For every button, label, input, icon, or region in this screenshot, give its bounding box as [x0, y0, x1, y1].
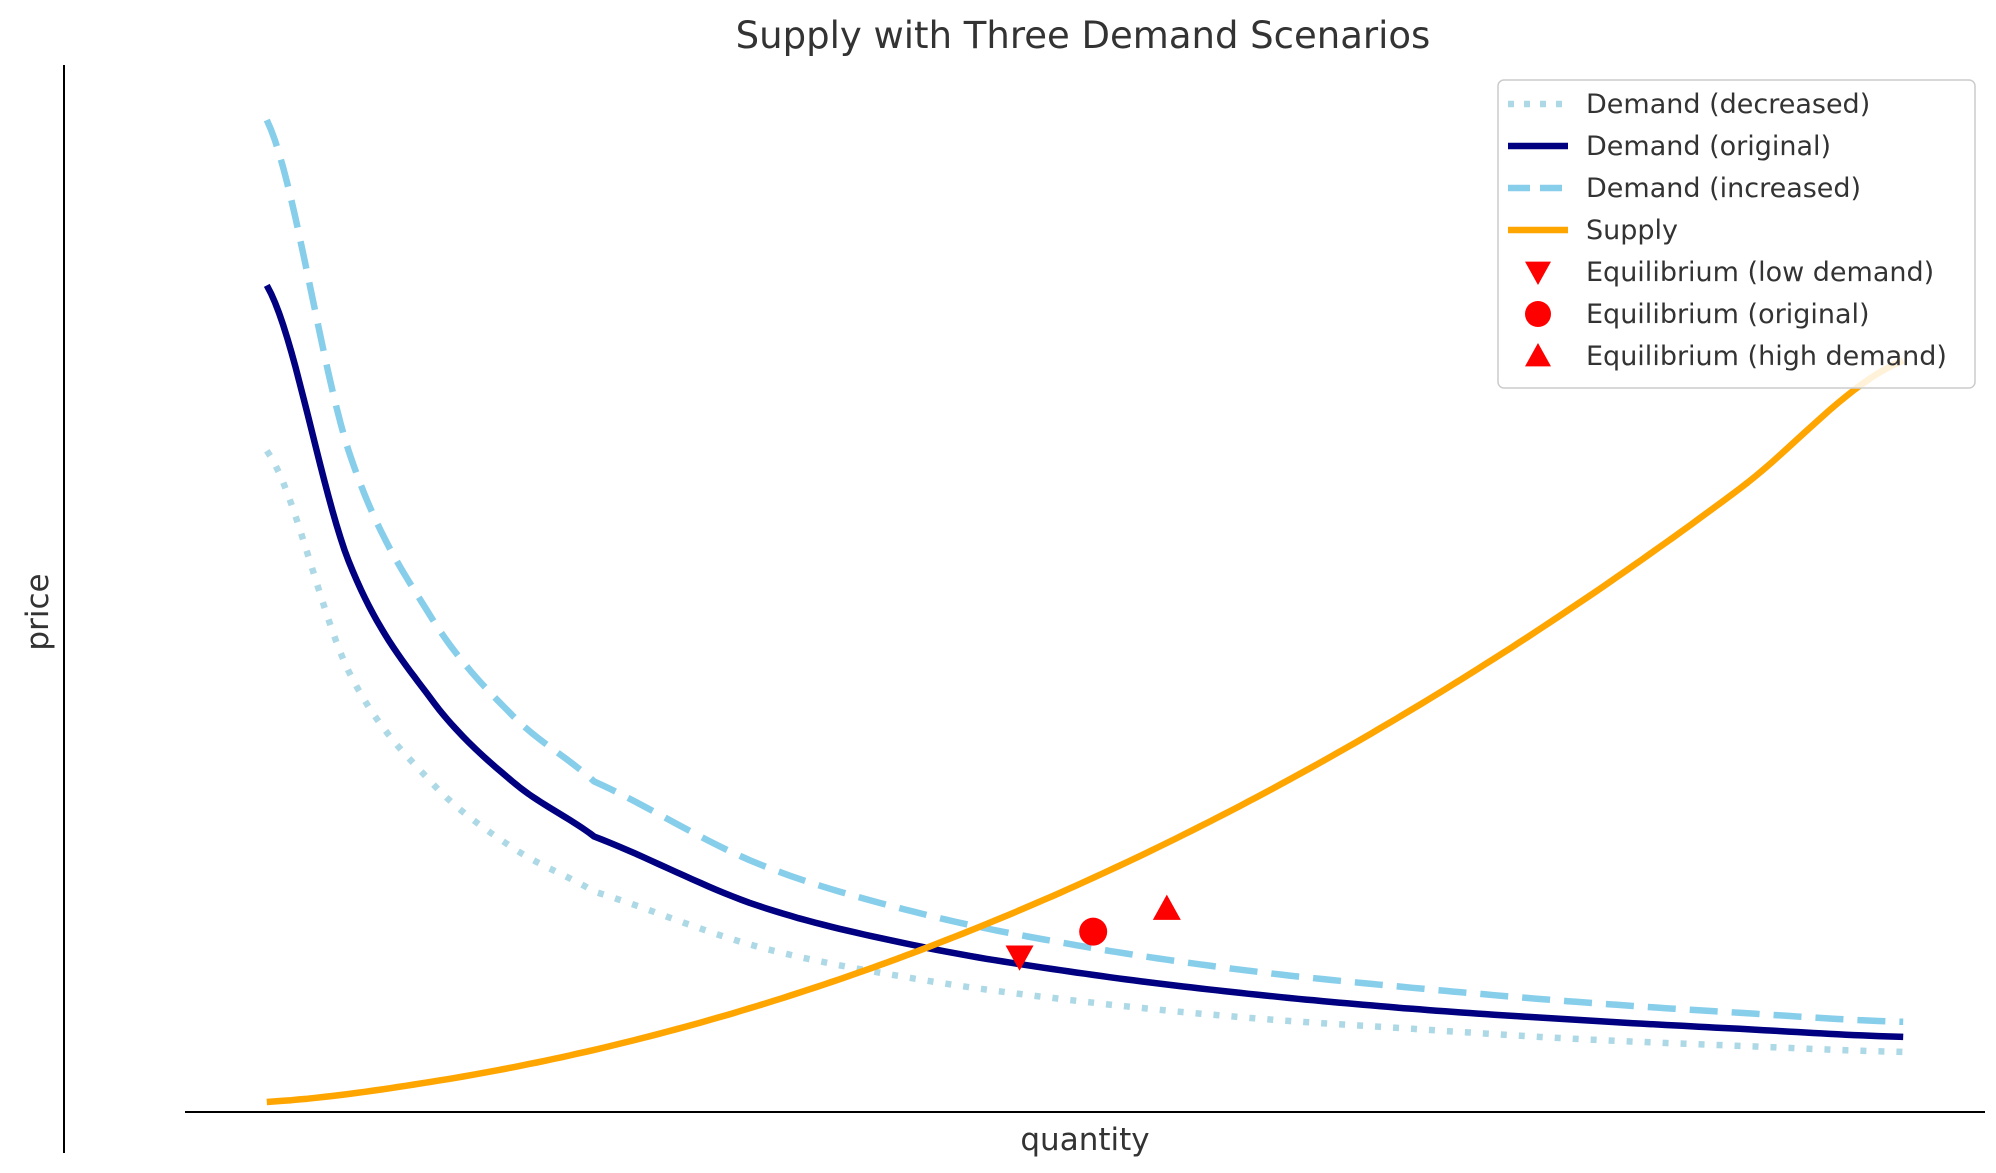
series-line-demand-increased: [263, 118, 1904, 1026]
legend-swatch-equilibrium-low-demand: [1525, 261, 1551, 285]
legend-label-equilibrium-low-demand: Equilibrium (low demand): [1586, 257, 1934, 288]
marker-layer: [1005, 894, 1181, 971]
marker-equilibrium-high-demand: [1152, 894, 1181, 920]
series-line-demand-decreased: [264, 448, 1904, 1056]
marker-equilibrium-low-demand: [1005, 945, 1034, 971]
legend-frame: [1497, 79, 1976, 389]
legend-label-equilibrium-high-demand: Equilibrium (high demand): [1586, 341, 1947, 372]
legend-swatch-equilibrium-original: [1525, 301, 1551, 327]
y-axis-label: price: [20, 573, 56, 650]
chart-title: Supply with Three Demand Scenarios: [736, 14, 1431, 57]
legend-label-demand-original: Demand (original): [1586, 131, 1831, 162]
legend-label-equilibrium-original: Equilibrium (original): [1586, 299, 1870, 330]
legend: Demand (decreased) Demand (original) Deman…: [1497, 79, 1976, 389]
legend-label-demand-decreased: Demand (decreased): [1586, 89, 1870, 120]
legend-swatch-equilibrium-high-demand: [1525, 343, 1551, 367]
legend-label-supply: Supply: [1586, 215, 1678, 246]
series-line-supply: [266, 357, 1905, 1106]
marker-equilibrium-original: [1079, 917, 1108, 946]
series-layer: [263, 118, 1905, 1106]
x-axis-label: quantity: [1020, 1122, 1149, 1158]
legend-label-demand-increased: Demand (increased): [1586, 173, 1861, 204]
